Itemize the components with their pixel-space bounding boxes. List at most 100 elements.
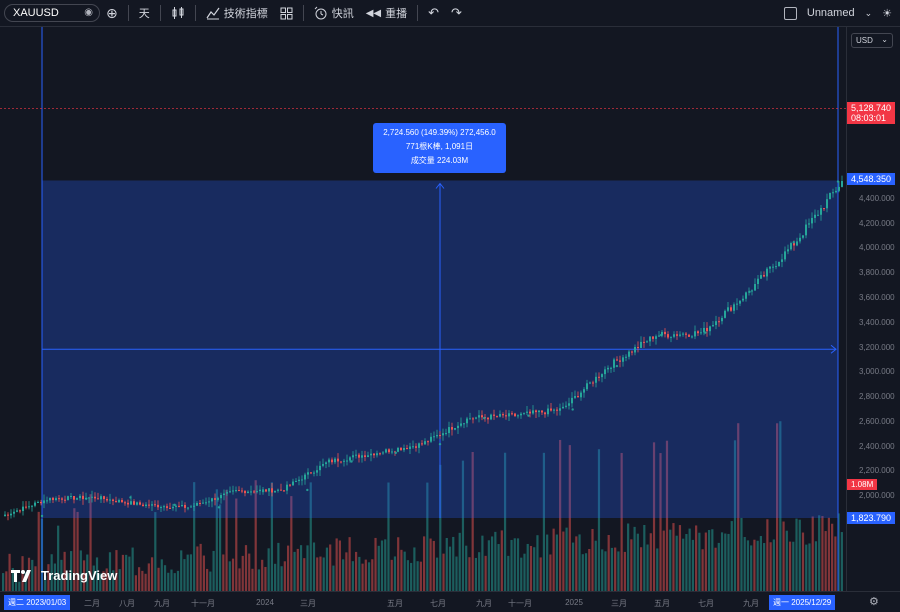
price-axis[interactable]: USD 4,400.000 4,200.000 4,000.000 3,800.000… bbox=[846, 27, 900, 591]
candle-body bbox=[583, 389, 585, 393]
volume-bar bbox=[86, 554, 89, 591]
candle-body bbox=[367, 455, 369, 458]
candle-body bbox=[118, 499, 120, 503]
layouts-button[interactable] bbox=[274, 0, 299, 26]
volume-bar bbox=[283, 561, 286, 591]
candle-body bbox=[460, 423, 462, 426]
volume-bar bbox=[121, 554, 125, 591]
time-tick-label: 九月 bbox=[154, 599, 170, 608]
data-point bbox=[527, 414, 530, 417]
candle-body bbox=[364, 455, 366, 458]
alert-button[interactable]: 快訊 bbox=[308, 0, 360, 26]
redo-button[interactable]: ↷ bbox=[445, 0, 468, 26]
interval-button[interactable]: 天 bbox=[133, 0, 156, 26]
undo-button[interactable]: ↶ bbox=[422, 0, 445, 26]
candle-body bbox=[607, 367, 609, 370]
volume-bar bbox=[196, 546, 199, 591]
candle-body bbox=[547, 408, 549, 415]
candle-body bbox=[100, 496, 102, 500]
candle-body bbox=[250, 491, 252, 493]
volume-bar bbox=[173, 573, 176, 591]
candle-body bbox=[826, 199, 828, 209]
sun-icon[interactable]: ☀ bbox=[882, 7, 892, 20]
volume-bar bbox=[8, 553, 11, 591]
indicators-label: 技術指標 bbox=[223, 8, 268, 20]
add-symbol-button[interactable]: ⊕ bbox=[106, 4, 118, 21]
volume-bar bbox=[82, 560, 86, 591]
volume-bar bbox=[759, 536, 762, 591]
start-date-badge: 週二 2023/01/03 bbox=[4, 595, 71, 610]
candle-body bbox=[631, 351, 633, 353]
candle-body bbox=[391, 451, 393, 453]
candle-body bbox=[205, 502, 207, 504]
volume-bar bbox=[458, 532, 461, 591]
replay-label: 重播 bbox=[385, 8, 408, 20]
volume-bar bbox=[575, 536, 578, 591]
volume-bar bbox=[659, 453, 662, 591]
candle-body bbox=[715, 321, 717, 326]
price-chart[interactable] bbox=[0, 27, 846, 591]
candle-body bbox=[370, 453, 372, 456]
volume-bar bbox=[701, 549, 704, 591]
candle-body bbox=[418, 443, 420, 448]
fullscreen-icon[interactable] bbox=[783, 6, 797, 20]
volume-bar bbox=[189, 554, 193, 591]
candle-body bbox=[40, 501, 42, 504]
candle-body bbox=[634, 346, 636, 353]
lower-price-badge: 1,823.790 bbox=[847, 512, 896, 524]
volume-bar bbox=[11, 568, 14, 591]
candle-body bbox=[496, 415, 498, 417]
candle-body bbox=[13, 511, 15, 514]
volume-bar bbox=[270, 482, 273, 591]
candle-body bbox=[211, 498, 213, 502]
volume-bar bbox=[251, 568, 254, 591]
candle-body bbox=[415, 446, 417, 448]
volume-bar bbox=[134, 575, 137, 591]
time-axis[interactable]: 二月 八月 九月 十一月 2024 三月 五月 七月 九月 十一月 2025 三月 五月 七月 九月 週二 … bbox=[0, 591, 900, 612]
candle-body bbox=[202, 502, 204, 504]
chart-plot[interactable]: 2,724.560 (149.39%) 272,456.0 771根K棒, 1,… bbox=[0, 27, 846, 591]
indicators-button[interactable]: 技術指標 bbox=[200, 0, 274, 26]
candle-body bbox=[694, 331, 696, 337]
volume-bar bbox=[31, 559, 34, 591]
candle-body bbox=[286, 484, 288, 491]
candle-body bbox=[271, 488, 273, 493]
candle-body bbox=[67, 496, 69, 501]
volume-bar bbox=[775, 423, 779, 591]
volume-bar bbox=[374, 537, 377, 591]
settings-gear-icon[interactable]: ⚙ bbox=[869, 596, 879, 608]
volume-bar bbox=[89, 494, 92, 591]
time-tick-label: 五月 bbox=[654, 599, 670, 608]
volume-bar bbox=[348, 537, 351, 591]
volume-bar bbox=[312, 542, 316, 591]
layout-name[interactable]: Unnamed bbox=[806, 7, 855, 19]
chart-type-button[interactable] bbox=[165, 0, 191, 26]
currency-selector[interactable]: USD bbox=[851, 33, 893, 48]
candle-body bbox=[769, 266, 771, 269]
candle-body bbox=[76, 498, 78, 500]
candle-body bbox=[289, 484, 291, 486]
candle-body bbox=[574, 396, 576, 398]
candle-body bbox=[445, 433, 447, 435]
candle-body bbox=[352, 455, 354, 458]
volume-bar bbox=[193, 482, 196, 591]
volume-bar bbox=[342, 559, 345, 591]
volume-bar bbox=[465, 545, 468, 591]
volume-bar bbox=[591, 528, 594, 591]
price-tick-label: 2,000.000 bbox=[859, 491, 895, 501]
candle-body bbox=[697, 331, 699, 334]
data-point bbox=[261, 490, 265, 493]
candle-body bbox=[43, 500, 45, 504]
volume-bar bbox=[500, 530, 503, 591]
replay-button[interactable]: ◀◀ 重播 bbox=[360, 0, 413, 26]
chevron-down-icon[interactable]: ⌄ bbox=[864, 7, 873, 18]
candle-body bbox=[295, 481, 297, 483]
candle-body bbox=[745, 292, 747, 299]
candle-body bbox=[637, 346, 639, 348]
symbol-search[interactable]: XAUUSD ◉ bbox=[4, 4, 100, 22]
alert-label: 快訊 bbox=[331, 8, 354, 20]
volume-bar bbox=[730, 521, 733, 591]
volume-bar bbox=[228, 561, 231, 591]
eye-icon[interactable]: ◉ bbox=[84, 7, 93, 18]
volume-bar bbox=[235, 498, 238, 591]
